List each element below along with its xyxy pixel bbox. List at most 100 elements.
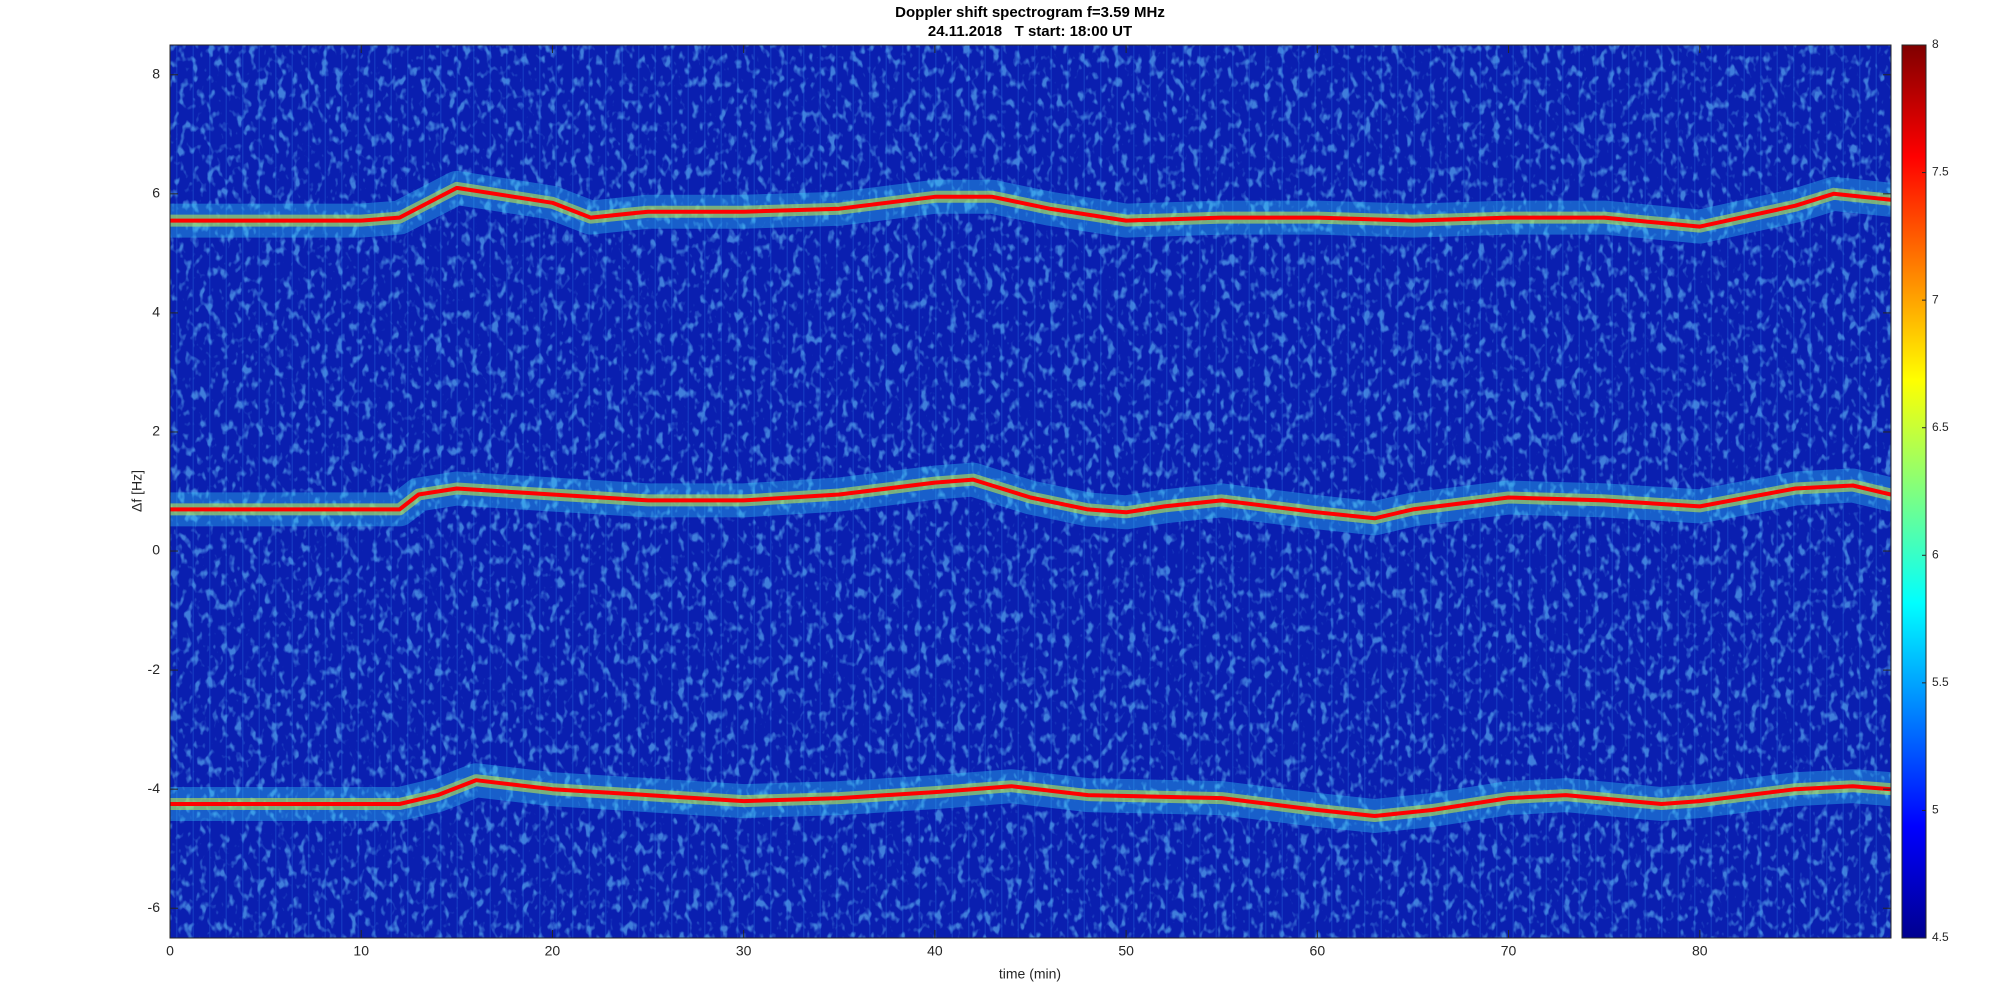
streak: [687, 45, 689, 938]
plot-area: [170, 45, 1891, 938]
colorbar-tick-label: 6: [1932, 547, 1939, 561]
streak: [1067, 45, 1069, 938]
colorbar: [1901, 44, 1927, 939]
streak: [341, 45, 343, 938]
streak: [704, 45, 706, 938]
trace: [170, 185, 1891, 229]
streak: [1100, 45, 1102, 938]
streak: [1182, 45, 1184, 938]
y-tick-label: 4: [152, 304, 160, 320]
streak: [1413, 45, 1415, 938]
streak: [225, 45, 227, 938]
streak: [1562, 45, 1564, 938]
y-tick-label: 2: [152, 423, 160, 439]
streak: [308, 45, 310, 938]
streak: [242, 45, 244, 938]
streak: [1149, 45, 1151, 938]
streak: [1083, 45, 1085, 938]
streak: [935, 45, 937, 938]
y-tick-label: 8: [152, 65, 160, 81]
colorbar-tick-label: 7: [1932, 292, 1939, 306]
streak: [1347, 45, 1349, 938]
streak: [1677, 45, 1679, 938]
streak: [1380, 45, 1382, 938]
x-tick-label: 0: [166, 943, 174, 959]
streak: [192, 45, 194, 938]
streak: [291, 45, 293, 938]
streak: [1727, 45, 1729, 938]
streak: [638, 45, 640, 938]
streak: [258, 45, 260, 938]
plot-frame: [169, 44, 1892, 939]
streak: [324, 45, 326, 938]
streak: [786, 45, 788, 938]
streak: [1611, 45, 1613, 938]
streak: [968, 45, 970, 938]
streak: [275, 45, 277, 938]
streak: [1050, 45, 1052, 938]
streak: [1463, 45, 1465, 938]
trace: [170, 778, 1891, 818]
streak: [1595, 45, 1597, 938]
streak: [671, 45, 673, 938]
streak: [1628, 45, 1630, 938]
streak: [1199, 45, 1201, 938]
streak: [720, 45, 722, 938]
streak: [1281, 45, 1283, 938]
streak: [1166, 45, 1168, 938]
streak: [605, 45, 607, 938]
streak: [753, 45, 755, 938]
streak: [737, 45, 739, 938]
colorbar-tick-label: 6.5: [1932, 420, 1949, 434]
streak: [1710, 45, 1712, 938]
streak: [1364, 45, 1366, 938]
streak: [1265, 45, 1267, 938]
streak: [1578, 45, 1580, 938]
streak: [1133, 45, 1135, 938]
streak: [984, 45, 986, 938]
colorbar-tick-label: 4.5: [1932, 930, 1949, 944]
streak: [1397, 45, 1399, 938]
streak: [1298, 45, 1300, 938]
trace: [170, 477, 1891, 521]
y-axis-label: Δf [Hz]: [129, 470, 145, 512]
streak: [951, 45, 953, 938]
streak: [390, 45, 392, 938]
streak: [1644, 45, 1646, 938]
streak: [1232, 45, 1234, 938]
y-tick-label: -6: [148, 899, 161, 915]
streak: [1694, 45, 1696, 938]
streak: [357, 45, 359, 938]
x-axis-label: time (min): [999, 966, 1061, 982]
x-tick-label: 40: [927, 943, 943, 959]
x-tick-label: 60: [1310, 943, 1326, 959]
colorbar-tick-label: 5: [1932, 803, 1939, 817]
streak: [1215, 45, 1217, 938]
streak: [654, 45, 656, 938]
x-tick-label: 70: [1501, 943, 1517, 959]
streak: [1743, 45, 1745, 938]
streak: [1479, 45, 1481, 938]
streak: [1248, 45, 1250, 938]
streak: [1034, 45, 1036, 938]
streak: [1116, 45, 1118, 938]
x-tick-label: 20: [545, 943, 561, 959]
streak: [407, 45, 409, 938]
chart-title: Doppler shift spectrogram f=3.59 MHz: [895, 4, 1165, 21]
x-tick-label: 10: [353, 943, 369, 959]
streak: [1446, 45, 1448, 938]
streak: [1314, 45, 1316, 938]
y-tick-label: 6: [152, 185, 160, 201]
streak: [374, 45, 376, 938]
streak: [1512, 45, 1514, 938]
streak: [621, 45, 623, 938]
y-tick-label: 0: [152, 542, 160, 558]
colorbar-tick-label: 8: [1932, 37, 1939, 51]
x-tick-label: 80: [1692, 943, 1708, 959]
streak: [1545, 45, 1547, 938]
streak: [176, 45, 178, 938]
streak: [770, 45, 772, 938]
streak: [1331, 45, 1333, 938]
streak: [1496, 45, 1498, 938]
